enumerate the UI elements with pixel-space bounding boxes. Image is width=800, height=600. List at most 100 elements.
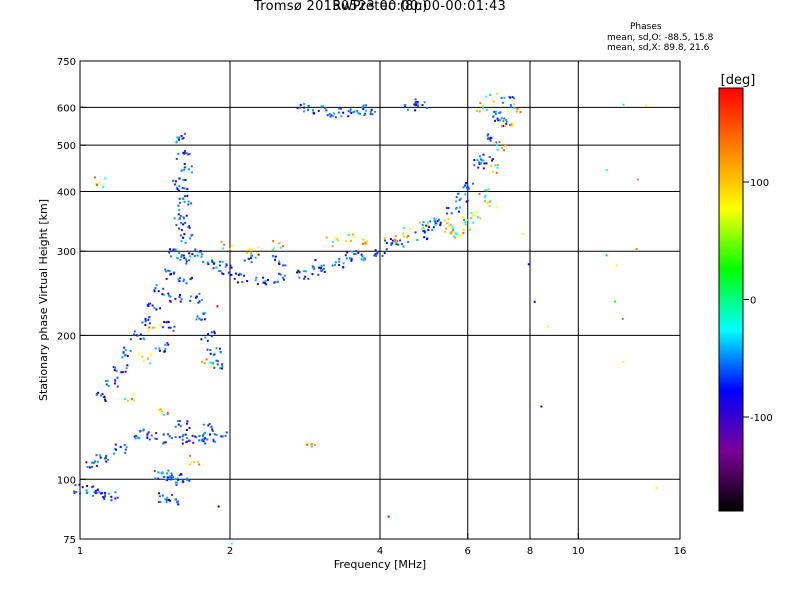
echo-point bbox=[96, 392, 98, 395]
echo-point bbox=[496, 92, 499, 95]
y-tick-label: 500 bbox=[57, 141, 76, 152]
echo-point bbox=[116, 385, 119, 388]
echo-point bbox=[215, 359, 218, 362]
echo-point bbox=[190, 165, 193, 168]
echo-point bbox=[215, 434, 218, 436]
echo-point bbox=[230, 266, 233, 269]
echo-point bbox=[389, 238, 392, 241]
echo-point bbox=[132, 399, 135, 402]
echo-point bbox=[522, 233, 525, 236]
echo-point bbox=[233, 277, 236, 280]
echo-point bbox=[138, 352, 141, 355]
echo-point bbox=[183, 278, 185, 281]
echo-point bbox=[126, 364, 129, 367]
echo-point bbox=[353, 253, 356, 255]
echo-point bbox=[122, 351, 125, 354]
echo-point bbox=[161, 410, 163, 413]
echo-point bbox=[502, 125, 505, 127]
echo-point bbox=[483, 196, 486, 199]
echo-point bbox=[354, 253, 357, 256]
echo-point bbox=[177, 420, 180, 423]
echo-point bbox=[188, 479, 191, 482]
echo-point bbox=[407, 241, 410, 243]
echo-point bbox=[187, 153, 190, 156]
echo-point bbox=[510, 105, 513, 108]
echo-point bbox=[459, 197, 462, 200]
echo-point bbox=[102, 185, 105, 188]
echo-point bbox=[202, 313, 205, 316]
echo-point bbox=[328, 113, 331, 115]
echo-point bbox=[320, 264, 323, 267]
echo-point bbox=[180, 229, 183, 232]
x-tick-label: 6 bbox=[465, 546, 471, 557]
echo-point bbox=[363, 241, 366, 244]
echo-point bbox=[474, 214, 477, 217]
echo-point bbox=[439, 221, 442, 224]
echo-point bbox=[169, 300, 172, 303]
echo-point bbox=[183, 200, 186, 203]
echo-point bbox=[513, 107, 516, 110]
echo-point bbox=[105, 454, 108, 457]
echo-point bbox=[477, 166, 480, 169]
echo-point bbox=[161, 494, 164, 497]
echo-point bbox=[395, 242, 398, 245]
echo-point bbox=[207, 333, 209, 336]
echo-point bbox=[187, 226, 190, 229]
echo-point bbox=[190, 461, 193, 464]
echo-point bbox=[212, 353, 215, 356]
y-axis-ticks: 75 100 200 300 400 500 600 750 bbox=[57, 57, 86, 546]
echo-point bbox=[342, 262, 345, 265]
echo-point bbox=[96, 184, 98, 186]
echo-point bbox=[199, 318, 202, 321]
echo-point bbox=[167, 433, 170, 436]
echo-point bbox=[188, 259, 191, 262]
echo-point bbox=[365, 241, 367, 244]
echo-point bbox=[205, 358, 208, 361]
echo-point bbox=[183, 257, 186, 260]
echo-point bbox=[350, 259, 353, 262]
echo-point bbox=[476, 159, 479, 162]
echo-point bbox=[360, 253, 363, 256]
y-axis-label: Stationary phase Virtual Height [km] bbox=[37, 199, 50, 401]
echo-point bbox=[173, 217, 176, 220]
echo-point bbox=[167, 499, 170, 501]
echo-point bbox=[114, 366, 117, 369]
echo-point bbox=[482, 105, 485, 108]
echo-point bbox=[533, 300, 536, 303]
echo-point bbox=[130, 398, 133, 401]
echo-point bbox=[500, 97, 503, 99]
echo-point bbox=[184, 179, 187, 181]
echo-point bbox=[178, 218, 181, 220]
echo-point bbox=[154, 437, 157, 440]
echo-point bbox=[182, 280, 185, 282]
echo-point bbox=[170, 437, 173, 440]
echo-point bbox=[655, 487, 658, 489]
echo-point bbox=[86, 491, 89, 494]
echo-point bbox=[191, 171, 193, 174]
echo-point bbox=[184, 151, 187, 154]
echo-point bbox=[179, 258, 182, 261]
echo-point bbox=[210, 365, 213, 368]
echo-point bbox=[216, 360, 219, 363]
echo-point bbox=[199, 250, 202, 252]
echo-point bbox=[492, 115, 495, 118]
echo-point bbox=[344, 254, 347, 257]
echo-point bbox=[187, 439, 190, 442]
echo-point bbox=[487, 137, 490, 140]
echo-point bbox=[455, 196, 458, 199]
echo-point bbox=[186, 194, 189, 197]
echo-point bbox=[211, 430, 214, 432]
echo-point bbox=[503, 96, 506, 99]
echo-point bbox=[414, 109, 417, 112]
x-tick-label: 10 bbox=[572, 546, 585, 557]
echo-point bbox=[147, 318, 150, 321]
echo-point bbox=[166, 479, 169, 482]
echo-point bbox=[446, 222, 449, 225]
echo-point bbox=[183, 187, 186, 190]
echo-point bbox=[447, 218, 450, 221]
echo-point bbox=[183, 152, 186, 155]
echo-point bbox=[225, 262, 228, 265]
echo-point bbox=[361, 255, 364, 258]
echo-point bbox=[622, 103, 625, 106]
echo-point bbox=[439, 223, 442, 226]
